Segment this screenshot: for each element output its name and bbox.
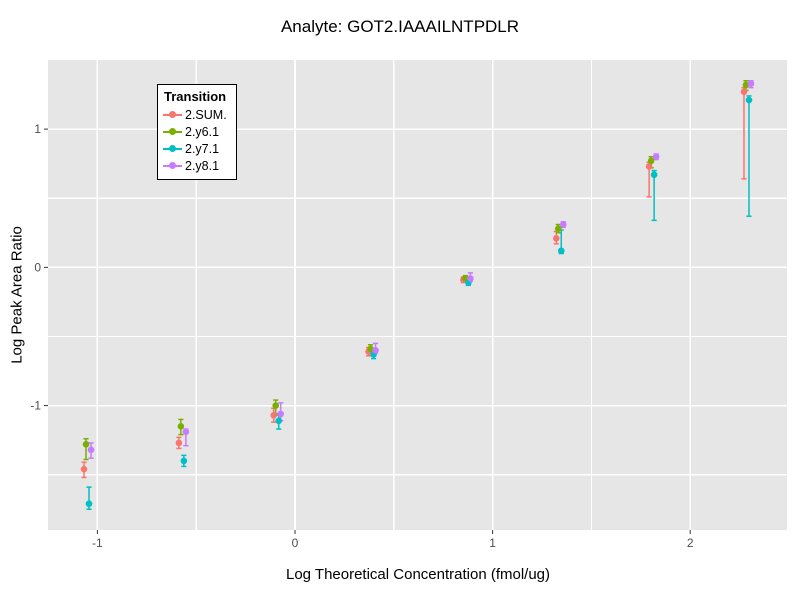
legend-item: 2.y6.1 [163, 123, 227, 140]
legend-item-label: 2.y7.1 [185, 141, 220, 156]
legend-item-label: 2.y6.1 [185, 124, 220, 139]
chart-title: Analyte: GOT2.IAAAILNTPDLR [280, 17, 520, 36]
legend-title: Transition [164, 89, 227, 104]
svg-text:-1: -1 [30, 399, 41, 413]
pointrange-key-icon [163, 159, 182, 172]
svg-text:0: 0 [34, 260, 41, 274]
svg-text:2: 2 [687, 536, 694, 550]
x-axis-label: Log Theoretical Concentration (fmol/ug) [285, 566, 551, 583]
svg-text:1: 1 [489, 536, 496, 550]
legend-item-label: 2.SUM. [185, 107, 227, 122]
legend-item: 2.SUM. [163, 106, 227, 123]
legend: Transition 2.SUM. 2.y6.1 2.y7.1 2.y8.1 [157, 84, 237, 180]
pointrange-key-icon [163, 125, 182, 138]
pointrange-key-icon [163, 142, 182, 155]
pointrange-key-icon [163, 108, 182, 121]
svg-text:0: 0 [292, 536, 299, 550]
legend-item: 2.y8.1 [163, 157, 227, 174]
legend-item-label: 2.y8.1 [185, 158, 220, 173]
y-axis-label: Log Peak Area Ratio [8, 226, 26, 364]
svg-text:-1: -1 [92, 536, 103, 550]
svg-text:1: 1 [34, 122, 41, 136]
legend-item: 2.y7.1 [163, 140, 227, 157]
